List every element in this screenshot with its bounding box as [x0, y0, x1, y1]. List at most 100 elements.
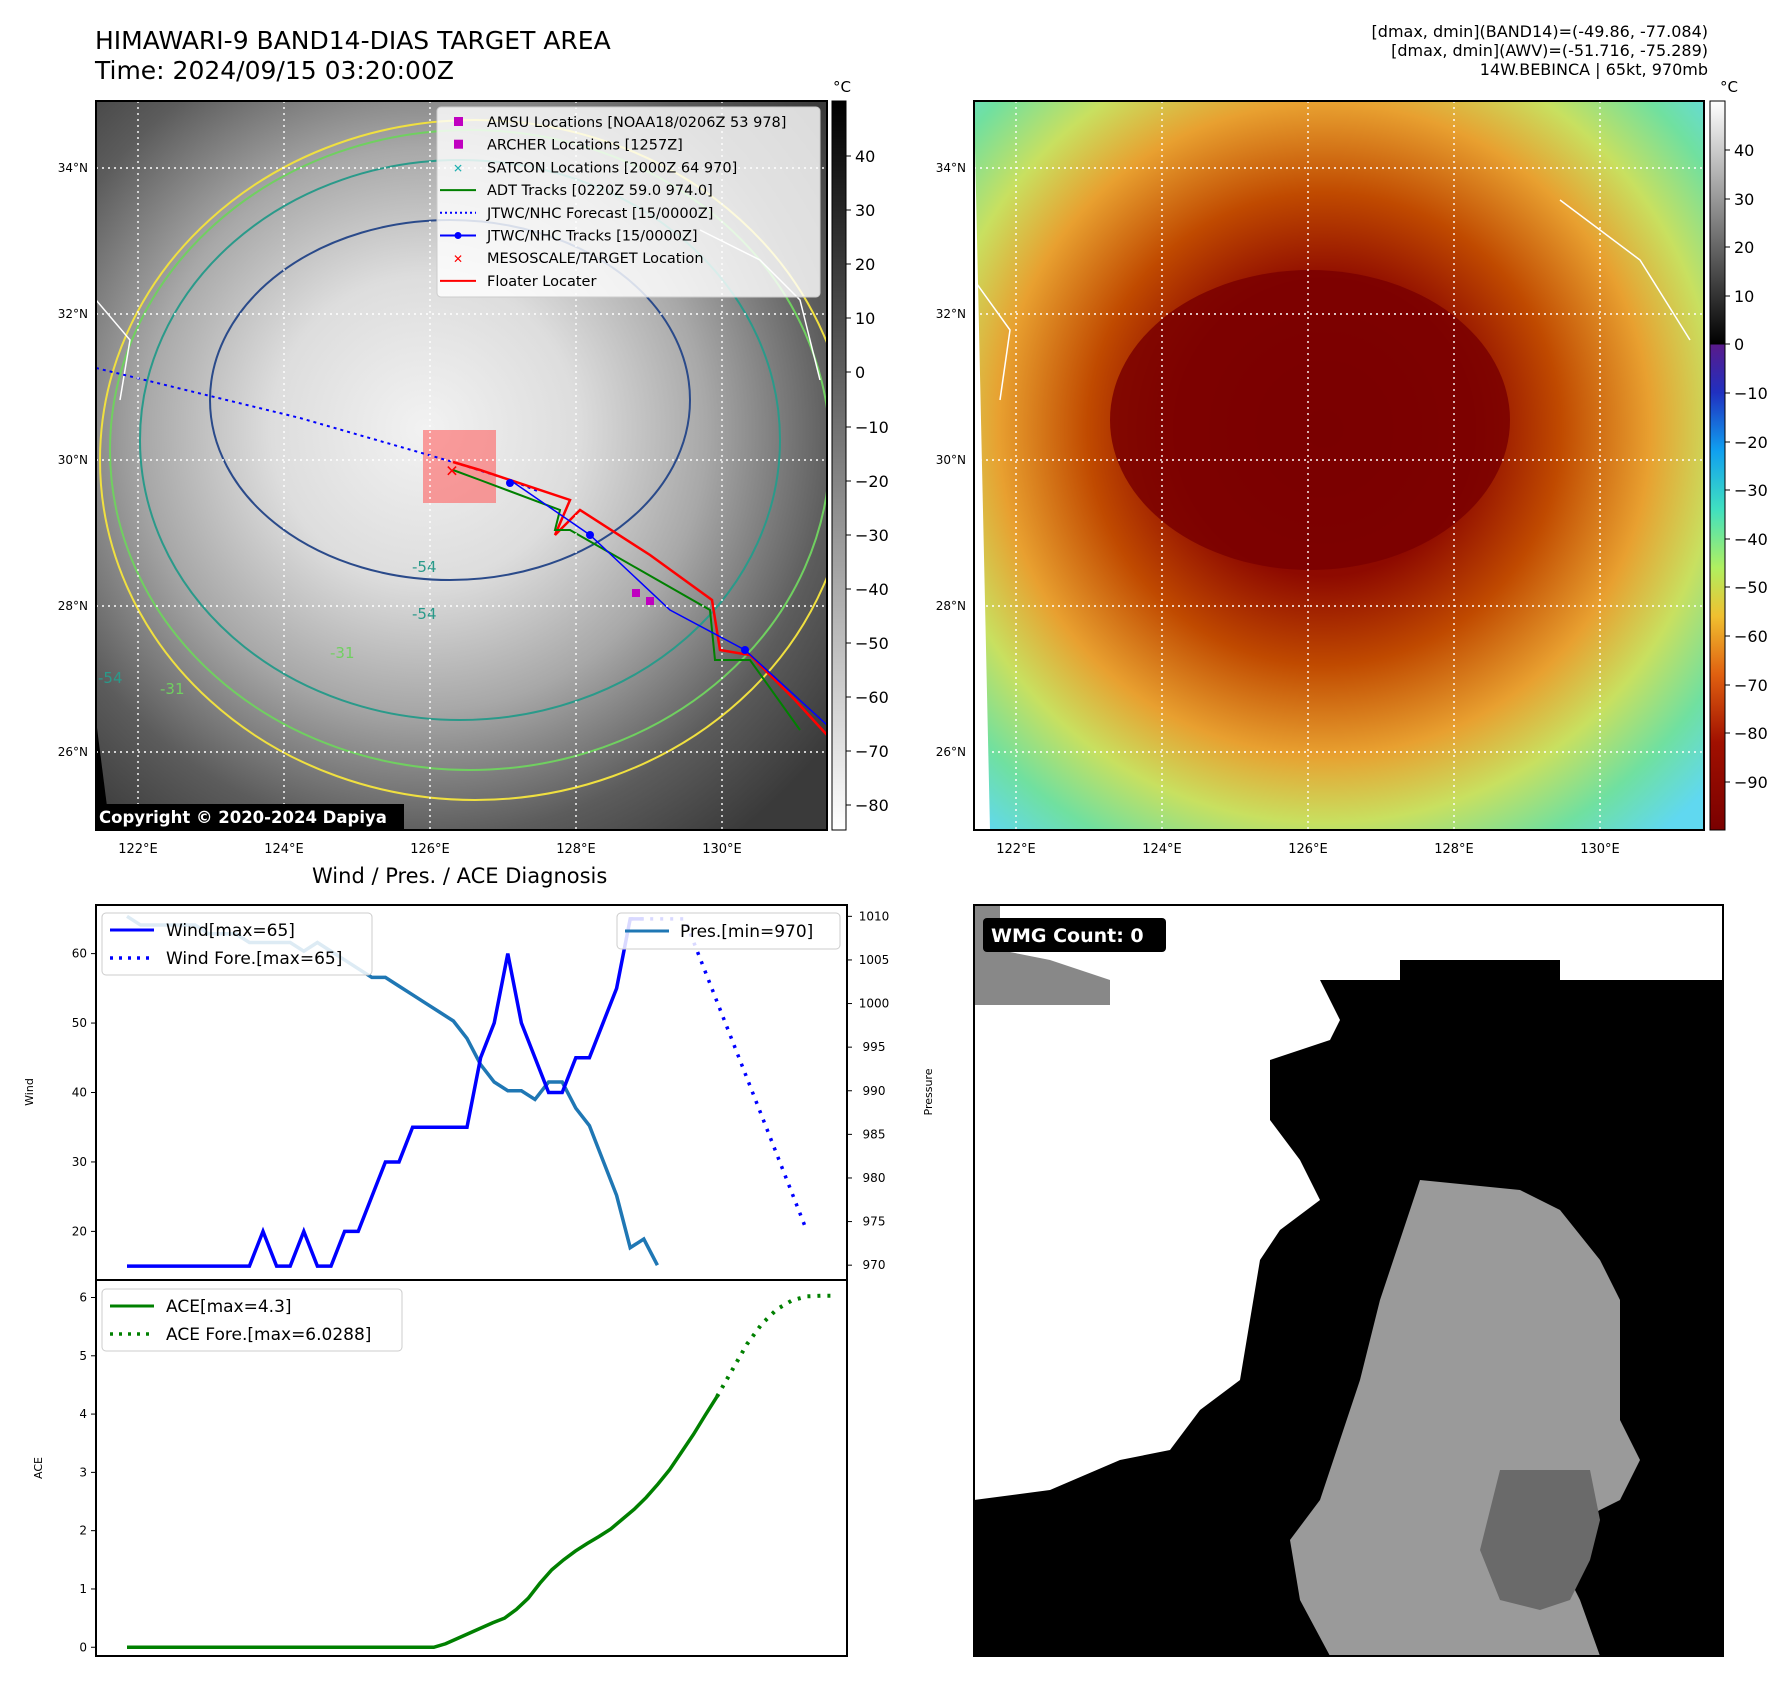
- wmg-count-bg: [983, 918, 1166, 952]
- colorbar-tick-label: 20: [1734, 238, 1754, 257]
- lat-labels-left: 34°N 32°N 30°N 28°N 26°N: [58, 161, 88, 759]
- colorbar-tick-label: −90: [1734, 773, 1768, 792]
- lat-label: 30°N: [936, 453, 966, 467]
- jtwc-track-point: [586, 531, 594, 539]
- legend-entry: JTWC/NHC Tracks [15/0000Z]: [440, 229, 698, 245]
- lat-label: 26°N: [936, 745, 966, 759]
- colorbar-tick-label: 40: [855, 147, 875, 166]
- legend-marker: [454, 139, 463, 149]
- pressure-tick-label: 975: [863, 1215, 886, 1229]
- colorbar-tick-label: −60: [855, 688, 889, 707]
- wmg-frame: [973, 904, 1724, 1657]
- legend-box: [436, 106, 821, 298]
- colorbar-tick-label: 10: [855, 309, 875, 328]
- title-line-2: Time: 2024/09/15 03:20:00Z: [95, 56, 454, 85]
- awv-colorbar-top: [1709, 100, 1726, 345]
- amsu-location-marker: [646, 597, 654, 605]
- colorbar-tick-label: −20: [1734, 433, 1768, 452]
- wind-legend: Wind[max=65] Wind Fore.[max=65]: [101, 912, 373, 976]
- lat-label: 26°N: [58, 745, 88, 759]
- pressure-axis-label: Pressure: [922, 1068, 935, 1115]
- ir-map-frame: [95, 100, 828, 831]
- awv-colorbar-ticks: 40 30 20 10 0 −10 −20 −30 −40 −50 −60 −70 −80 −90: [1725, 141, 1768, 792]
- jtwc-forecast-track: [96, 367, 541, 493]
- ace-tick-label: 0: [79, 1640, 87, 1654]
- wind-tick-label: 50: [72, 1016, 87, 1030]
- ace-line: [127, 1395, 719, 1650]
- legend-entry: JTWC/NHC Forecast [15/0000Z]: [440, 206, 713, 222]
- floater-locater-track: [452, 460, 827, 736]
- mesoscale-target-marker: ✕: [445, 462, 458, 481]
- legend-entry: Floater Locater: [440, 274, 596, 290]
- ir-colorbar-unit: °C: [833, 78, 851, 96]
- wind-forecast-legend-label: Wind Fore.[max=65]: [166, 949, 342, 969]
- contour-label: -54: [98, 669, 123, 687]
- wind-tick-label: 40: [72, 1086, 87, 1100]
- pressure-legend-label: Pres.[min=970]: [680, 922, 813, 942]
- pressure-axis-ticks: 970 975 980 985 990 995 1000 1005 1010: [847, 909, 889, 1272]
- ir-colorbar: °C 40 30 20 10 0 −10 −20 −30 −40 −50 −60 −70 −80: [831, 78, 889, 831]
- contour-label: -54: [412, 558, 437, 576]
- lat-label: 34°N: [936, 161, 966, 175]
- contour-label: -31: [330, 644, 355, 662]
- wind-tick-label: 20: [72, 1224, 87, 1238]
- title-line-1: HIMAWARI-9 BAND14-DIAS TARGET AREA: [95, 26, 611, 55]
- figure-title: HIMAWARI-9 BAND14-DIAS TARGET AREA Time:…: [95, 26, 611, 86]
- ace-tick-label: 3: [79, 1465, 87, 1479]
- lon-label: 126°E: [1288, 842, 1328, 857]
- lon-label: 130°E: [702, 842, 742, 857]
- diagnosis-title: Wind / Pres. / ACE Diagnosis: [312, 864, 608, 888]
- awv-map-frame: [973, 100, 1705, 831]
- legend-marker: [454, 117, 463, 126]
- lat-label: 30°N: [58, 453, 88, 467]
- wind-line: [127, 917, 644, 1268]
- pressure-legend: Pres.[min=970]: [616, 912, 841, 950]
- ace-tick-label: 1: [79, 1582, 87, 1596]
- colorbar-tick-label: 20: [855, 255, 875, 274]
- legend-entry: AMSU Locations [NOAA18/0206Z 53 978]: [454, 115, 786, 131]
- copyright-text: Copyright © 2020-2024 Dapiya: [99, 808, 387, 827]
- colorbar-tick-label: 0: [1734, 335, 1744, 354]
- colorbar-tick-label: −30: [1734, 481, 1768, 500]
- archer-location-marker: [632, 589, 640, 597]
- map-gridlines: [96, 101, 827, 830]
- ace-legend-box: [101, 1288, 403, 1352]
- lon-label: 128°E: [1434, 842, 1474, 857]
- colorbar-tick-label: −80: [1734, 724, 1768, 743]
- colorbar-tick-label: 30: [1734, 190, 1754, 209]
- pressure-tick-label: 1000: [859, 997, 890, 1011]
- wind-legend-box: [101, 912, 373, 976]
- lon-labels-right: 122°E 124°E 126°E 128°E 130°E: [996, 842, 1620, 857]
- contour-label: -31: [160, 680, 185, 698]
- copyright-bg: [96, 804, 404, 830]
- legend-marker: ✕: [453, 252, 463, 266]
- colorbar-tick-label: 0: [855, 363, 865, 382]
- colorbar-tick-label: 40: [1734, 141, 1754, 160]
- lon-label: 124°E: [1142, 842, 1182, 857]
- legend-label: AMSU Locations [NOAA18/0206Z 53 978]: [487, 115, 786, 131]
- legend-label: MESOSCALE/TARGET Location: [487, 251, 704, 267]
- info-line-3: 14W.BEBINCA | 65kt, 970mb: [1479, 60, 1708, 79]
- ace-forecast-legend-label: ACE Fore.[max=6.0288]: [166, 1325, 371, 1345]
- colorbar-tick-label: −40: [1734, 530, 1768, 549]
- info-line-2: [dmax, dmin](AWV)=(-51.716, -75.289): [1391, 41, 1708, 60]
- legend-label: ADT Tracks [0220Z 59.0 974.0]: [487, 183, 713, 199]
- pressure-tick-label: 995: [863, 1040, 886, 1054]
- ace-tick-label: 6: [79, 1290, 87, 1304]
- ir-colorbar-bar: [831, 100, 847, 831]
- wmg-inner-region: [1480, 1470, 1600, 1610]
- legend-entry: ARCHER Locations [1257Z]: [454, 138, 683, 154]
- awv-map-panel: 34°N 32°N 30°N 28°N 26°N 122°E 124°E 126°E 128°…: [936, 100, 1705, 857]
- ir-map-panel: ✕ -54 -54 -54 -31 -31 AMSU Locations [NO…: [58, 100, 828, 857]
- ace-legend-label: ACE[max=4.3]: [166, 1297, 292, 1317]
- wind-tick-label: 30: [72, 1155, 87, 1169]
- lat-label: 34°N: [58, 161, 88, 175]
- legend-marker: ✕: [453, 161, 463, 175]
- coastline: [974, 199, 1691, 401]
- lon-labels-left: 122°E 124°E 126°E 128°E 130°E: [118, 842, 742, 857]
- legend-label: SATCON Locations [2000Z 64 970]: [487, 160, 737, 176]
- cold-cloud-core: [1110, 270, 1510, 570]
- ace-tick-label: 4: [79, 1407, 87, 1421]
- wind-axis-ticks: 20 30 40 50 60: [72, 947, 96, 1238]
- info-line-1: [dmax, dmin](BAND14)=(-49.86, -77.084): [1371, 22, 1708, 41]
